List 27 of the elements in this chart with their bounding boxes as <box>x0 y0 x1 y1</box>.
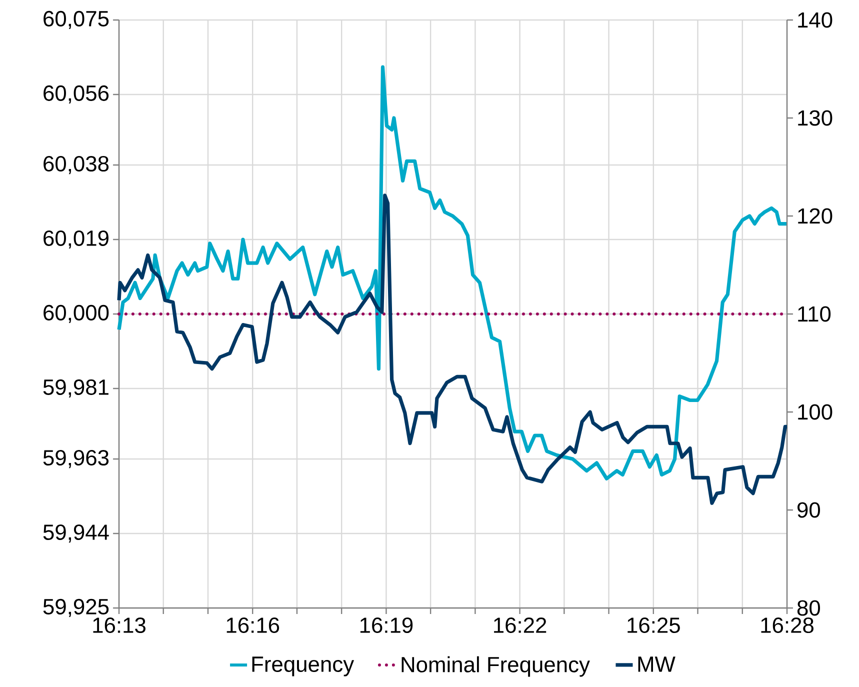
y-tick-label: 60,000 <box>44 304 109 324</box>
y2-tick-label: 130 <box>798 110 832 126</box>
y-tick-label: 59,944 <box>43 524 109 543</box>
y-tick-label: 59,981 <box>43 379 108 398</box>
legend-label: Nominal Frequency <box>402 656 590 677</box>
y-tick-label: 60,056 <box>44 85 109 104</box>
y2-tick-label: 80 <box>797 600 820 616</box>
y2-tick-label: 100 <box>798 404 832 420</box>
y2-tick-label: 120 <box>798 208 832 224</box>
y-tick-label: 59,963 <box>43 450 109 468</box>
y2-tick-label: 140 <box>798 12 832 28</box>
legend-label: MW <box>638 656 676 672</box>
y2-tick-label: 90 <box>798 502 820 518</box>
x-tick-label: 16:16 <box>226 617 280 634</box>
x-tick-label: 16:22 <box>494 617 546 634</box>
line-series <box>117 194 789 505</box>
x-tick-label: 16:28 <box>761 617 814 634</box>
legend-label: Frequency <box>252 656 354 676</box>
y-tick-label: 60,075 <box>44 10 109 30</box>
y2-tick-label: 110 <box>798 306 831 322</box>
x-tick-label: 16:13 <box>93 617 146 634</box>
x-tick-label: 16:25 <box>628 617 680 634</box>
y-tick-label: 59,925 <box>43 598 109 618</box>
y-tick-label: 60,019 <box>44 230 108 249</box>
line-series <box>117 65 789 480</box>
x-tick-label: 16:19 <box>360 617 413 634</box>
y-tick-label: 60,038 <box>44 156 109 174</box>
